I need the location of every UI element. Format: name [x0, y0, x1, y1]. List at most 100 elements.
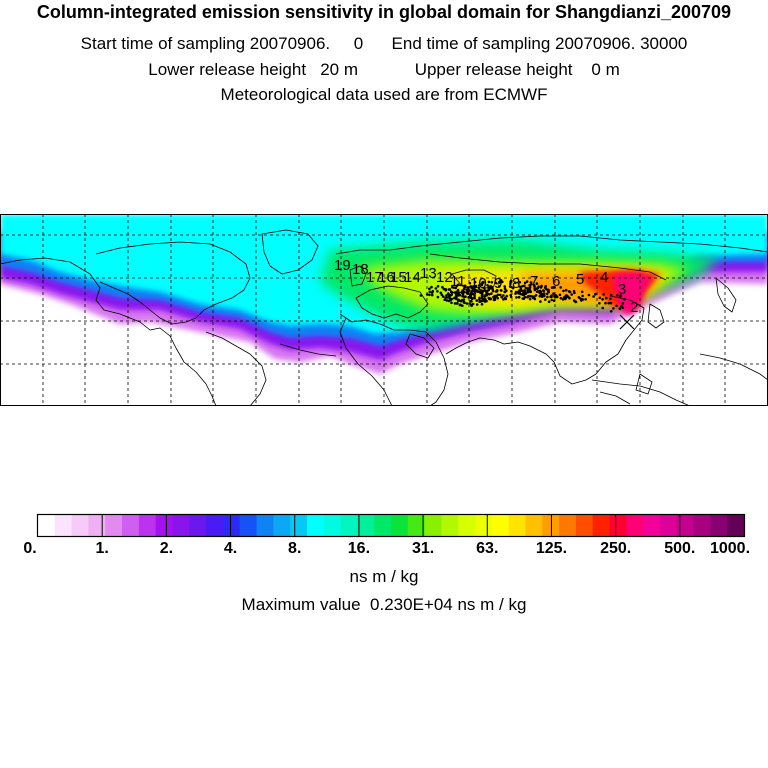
trajectory-dot [436, 295, 440, 299]
colorbar-tick-label: 16. [348, 540, 370, 557]
trajectory-dot [471, 289, 474, 292]
trajectory-dot [523, 295, 527, 299]
trajectory-dot [441, 285, 444, 289]
trajectory-dot [564, 296, 568, 300]
colorbar-cell [206, 515, 224, 537]
trajectory-dot [441, 295, 445, 298]
trajectory-dot [529, 290, 532, 293]
trajectory-dot [462, 300, 466, 304]
trajectory-dot [618, 295, 622, 298]
trajectory-dot [503, 285, 507, 288]
trajectory-dot [524, 292, 527, 295]
trajectory-dot [578, 297, 582, 300]
trajectory-dot [547, 300, 551, 303]
colorbar-tick-label: 0. [23, 540, 36, 557]
colorbar-tick-labels: 0. 1. 2. 4. 8. 16. 31. 63. 125. 250. 500. 1000. [23, 540, 750, 557]
trajectory-dot [522, 289, 526, 293]
trajectory-dot [436, 290, 439, 293]
colorbar-cell [222, 515, 241, 537]
trajectory-dot [515, 296, 518, 299]
trajectory-dot [477, 286, 481, 290]
trajectory-label: 14 [404, 269, 421, 286]
trajectory-dot [523, 281, 527, 285]
colorbar-tick-label: 1. [96, 540, 109, 557]
trajectory-dot [430, 293, 434, 297]
trajectory-dot [461, 304, 464, 307]
colorbar-cell [340, 515, 358, 537]
trajectory-dot [587, 293, 591, 297]
trajectory-label: 12 [436, 269, 453, 286]
trajectory-dot [436, 285, 440, 288]
colorbar-cell [592, 515, 611, 537]
trajectory-dot [450, 297, 454, 301]
colorbar-cell [155, 515, 174, 537]
trajectory-dot [465, 302, 469, 305]
trajectory-label: 15 [390, 269, 407, 286]
trajectory-dot [550, 286, 554, 289]
trajectory-dot [528, 286, 531, 289]
trajectory-dot [592, 295, 595, 298]
trajectory-label: 13 [420, 265, 437, 282]
trajectory-dot [538, 294, 542, 298]
trajectory-dot [445, 299, 449, 302]
trajectory-dot [522, 293, 525, 297]
trajectory-dot [456, 294, 460, 297]
trajectory-dot [473, 280, 477, 284]
trajectory-dot [453, 296, 456, 300]
colorbar-cell [138, 515, 157, 537]
colorbar-cell [239, 515, 258, 537]
colorbar-cell [727, 515, 745, 537]
trajectory-dot [604, 296, 608, 300]
trajectory-dot [428, 290, 432, 294]
trajectory-dot [483, 295, 487, 298]
trajectory-dot [445, 296, 449, 299]
colorbar-cell [306, 515, 325, 537]
trajectory-dot [492, 298, 496, 302]
trajectory-dot [561, 298, 565, 301]
trajectory-dot [594, 292, 597, 296]
trajectory-dot [609, 293, 613, 297]
colorbar-cell [122, 515, 140, 537]
trajectory-dot [554, 295, 558, 298]
colorbar-cell [525, 515, 543, 537]
trajectory-dot [509, 280, 512, 284]
trajectory-dot [450, 293, 453, 296]
trajectory-dot [609, 310, 613, 313]
trajectory-dot [535, 282, 539, 285]
trajectory-dot [519, 292, 522, 296]
trajectory-cluster-dots [419, 279, 626, 313]
trajectory-dot [601, 298, 604, 301]
colorbar-tick-label: 1000. [710, 540, 750, 557]
trajectory-label: 3 [618, 281, 626, 298]
trajectory-dot [609, 301, 613, 305]
trajectory-dot [574, 300, 577, 304]
trajectory-label: 10 [470, 275, 487, 292]
trajectory-dot [488, 293, 491, 296]
trajectory-dot [542, 289, 545, 293]
release-height-line: Lower release height 20 m Upper release … [148, 60, 620, 79]
trajectory-dot [480, 283, 484, 287]
colorbar-cell [710, 515, 728, 537]
trajectory-dot [487, 280, 491, 284]
trajectory-dot [543, 294, 546, 298]
colorbar-cell [54, 515, 73, 537]
trajectory-dot [505, 289, 508, 292]
trajectory-dot [562, 289, 565, 293]
trajectory-dot [480, 292, 484, 296]
trajectory-dot [502, 294, 505, 297]
trajectory-dot [489, 297, 493, 301]
trajectory-dot [460, 291, 463, 294]
trajectory-dot [473, 287, 476, 291]
trajectory-label: 11 [450, 273, 466, 290]
trajectory-dot [521, 284, 524, 288]
trajectory-dot [480, 297, 484, 300]
trajectory-dot [564, 288, 568, 292]
trajectory-dot [450, 290, 453, 293]
colorbar-cells [38, 515, 745, 537]
trajectory-dot [525, 280, 529, 283]
trajectory-dot [519, 285, 522, 289]
colorbar-tick-label: 125. [536, 540, 567, 557]
trajectory-dot [552, 299, 556, 302]
trajectory-dot [486, 284, 489, 287]
